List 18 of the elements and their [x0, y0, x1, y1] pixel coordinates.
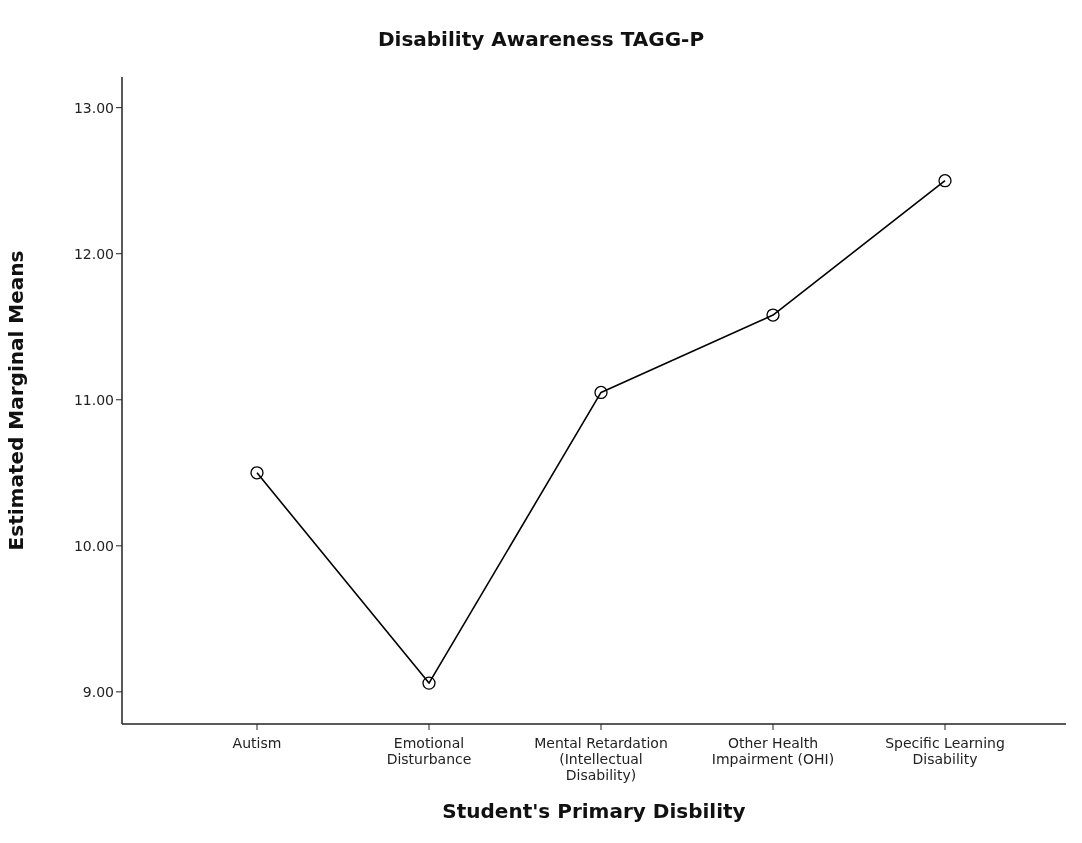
point	[250, 466, 264, 480]
x-tick-label: Specific Learning Disability	[885, 735, 1005, 767]
x-tick-label: Emotional Disturbance	[386, 735, 472, 767]
y-tick-label: 12.00	[73, 245, 114, 262]
x-axis-title: Student's Primary Disbility	[442, 799, 746, 823]
point	[938, 174, 952, 188]
y-tick-label: 10.00	[73, 537, 114, 554]
y-tick-label: 11.00	[73, 391, 114, 408]
y-tick-label: 9.00	[82, 683, 114, 700]
point	[422, 676, 436, 690]
x-tick-label: Other Health Impairment (OHI)	[711, 735, 835, 767]
y-tick-label: 13.00	[73, 99, 114, 116]
chart-title: Disability Awareness TAGG-P	[376, 26, 706, 53]
x-tick-label: Mental Retardation (Intellectual Disability)	[534, 735, 668, 783]
point	[594, 385, 608, 400]
y-axis-title: Estimated Marginal Means	[4, 250, 29, 551]
x-tick-label: Autism	[232, 735, 282, 751]
point	[766, 308, 780, 322]
